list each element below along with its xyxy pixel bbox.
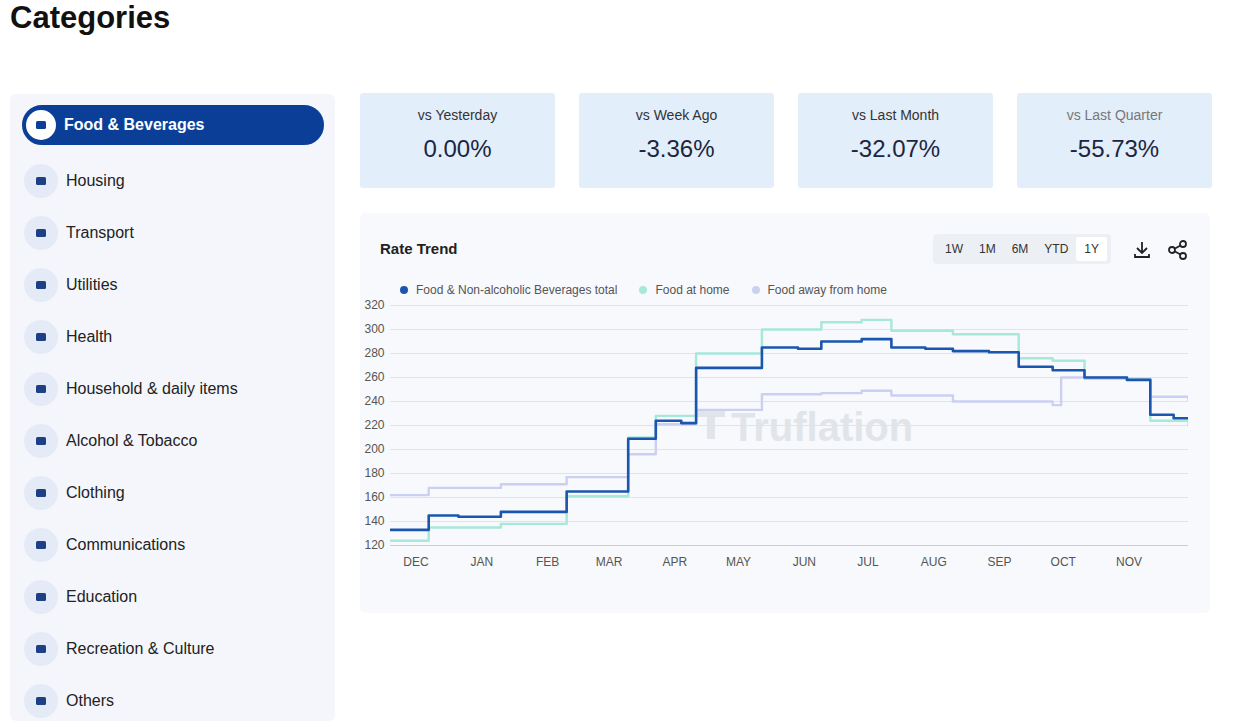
svg-text:JAN: JAN	[470, 555, 493, 569]
svg-text:MAR: MAR	[596, 555, 623, 569]
html-text:Food & Non-alcoholic Beverages: Food & Non-alcoholic Beverages total	[416, 283, 618, 297]
html-text:vs Week Ago: vs Week Ago	[635, 107, 718, 123]
html-text:-3.36%: -3.36%	[638, 135, 715, 162]
svg-text:DEC: DEC	[403, 555, 429, 569]
html-text:-32.07%: -32.07%	[850, 135, 941, 162]
html-text:vs Yesterday: vs Yesterday	[417, 107, 498, 123]
svg-text:FEB: FEB	[536, 555, 559, 569]
html-text:Transport: Transport	[66, 224, 134, 241]
html-text:0.00%: 0.00%	[423, 135, 492, 162]
html-text:Communications: Communications	[66, 536, 186, 553]
html-text:Categories: Categories	[10, 0, 171, 35]
svg-text:SEP: SEP	[988, 555, 1012, 569]
html-text:Utilities: Utilities	[66, 276, 118, 293]
svg-text:180: 180	[364, 466, 384, 480]
svg-text:160: 160	[364, 490, 384, 504]
html-text:Truflation: Truflation	[731, 405, 914, 449]
html-text:Recreation & Culture: Recreation & Culture	[66, 640, 215, 657]
svg-text:300: 300	[364, 322, 384, 336]
html-text:Health: Health	[66, 328, 113, 345]
svg-text:JUL: JUL	[857, 555, 879, 569]
svg-text:240: 240	[364, 394, 384, 408]
html-text:Food at home: Food at home	[655, 283, 730, 297]
html-text:Alcohol & Tobacco: Alcohol & Tobacco	[66, 432, 198, 449]
svg-text:280: 280	[364, 346, 384, 360]
html-text:Household & daily items: Household & daily items	[66, 380, 238, 397]
svg-text:MAY: MAY	[726, 555, 751, 569]
html-text:Food away from home: Food away from home	[767, 283, 887, 297]
html-text:-55.73%: -55.73%	[1069, 135, 1160, 162]
svg-text:APR: APR	[663, 555, 688, 569]
svg-text:200: 200	[364, 442, 384, 456]
html-text:1Y: 1Y	[1084, 242, 1099, 256]
html-text:Rate Trend: Rate Trend	[380, 240, 458, 257]
svg-text:AUG: AUG	[921, 555, 947, 569]
html-text:1W: 1W	[945, 242, 963, 256]
html-text:Clothing: Clothing	[66, 484, 125, 501]
html-text:vs Last Month: vs Last Month	[851, 107, 940, 123]
html-text:Education: Education	[66, 588, 138, 605]
html-text:Others: Others	[66, 692, 114, 709]
html-text:6M: 6M	[1011, 242, 1029, 256]
svg-text:320: 320	[364, 298, 384, 312]
svg-text:JUN: JUN	[793, 555, 816, 569]
html-text:YTD: YTD	[1044, 242, 1069, 256]
html-text:Food & Beverages: Food & Beverages	[64, 116, 205, 133]
html-text:vs Last Quarter: vs Last Quarter	[1066, 107, 1163, 123]
svg-text:NOV: NOV	[1116, 555, 1142, 569]
html-text:Housing: Housing	[66, 172, 125, 189]
svg-text:140: 140	[364, 514, 384, 528]
svg-text:260: 260	[364, 370, 384, 384]
svg-text:220: 220	[364, 418, 384, 432]
svg-text:120: 120	[364, 538, 384, 552]
html-text:1M: 1M	[979, 242, 996, 256]
svg-text:OCT: OCT	[1051, 555, 1077, 569]
